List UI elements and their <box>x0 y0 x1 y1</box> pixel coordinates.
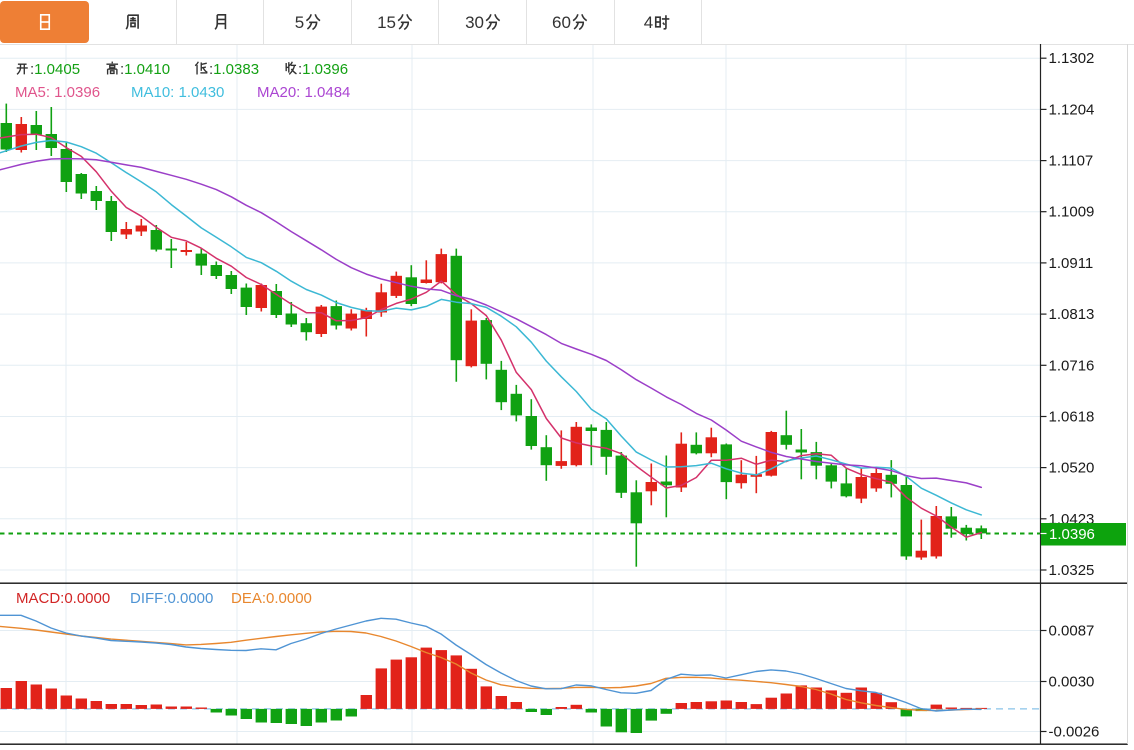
svg-text::1.0396: :1.0396 <box>298 61 348 78</box>
svg-text:1.1204: 1.1204 <box>1049 101 1095 118</box>
svg-text::1.0410: :1.0410 <box>120 61 170 78</box>
svg-text::1.0383: :1.0383 <box>209 61 259 78</box>
svg-text:1.0911: 1.0911 <box>1049 255 1094 272</box>
svg-text:1.0813: 1.0813 <box>1049 306 1095 323</box>
svg-text:MACD:0.0000: MACD:0.0000 <box>16 590 110 607</box>
svg-text:1.1107: 1.1107 <box>1049 153 1094 170</box>
svg-text:1.0520: 1.0520 <box>1049 460 1095 477</box>
svg-text:1.1302: 1.1302 <box>1049 50 1095 67</box>
svg-text:0.0087: 0.0087 <box>1049 623 1095 640</box>
svg-text:1.1009: 1.1009 <box>1049 204 1095 221</box>
svg-text:1.0325: 1.0325 <box>1049 562 1095 579</box>
svg-text:1.0716: 1.0716 <box>1049 357 1095 374</box>
svg-text:30: 30 <box>465 13 484 32</box>
svg-text:-0.0026: -0.0026 <box>1049 724 1100 741</box>
svg-text:DEA:0.0000: DEA:0.0000 <box>231 590 312 607</box>
svg-text:60: 60 <box>552 13 571 32</box>
svg-text:1.0618: 1.0618 <box>1049 409 1095 426</box>
svg-text:15: 15 <box>377 13 396 32</box>
svg-text:MA10: 1.0430: MA10: 1.0430 <box>131 84 224 101</box>
svg-text::1.0405: :1.0405 <box>30 61 80 78</box>
svg-text:DIFF:0.0000: DIFF:0.0000 <box>130 590 213 607</box>
svg-text:4: 4 <box>644 13 653 32</box>
svg-text:MA20: 1.0484: MA20: 1.0484 <box>257 84 350 101</box>
svg-text:0.0030: 0.0030 <box>1049 674 1095 691</box>
svg-text:1.0396: 1.0396 <box>1049 526 1095 543</box>
svg-text:MA5: 1.0396: MA5: 1.0396 <box>15 84 100 101</box>
svg-text:5: 5 <box>295 13 304 32</box>
